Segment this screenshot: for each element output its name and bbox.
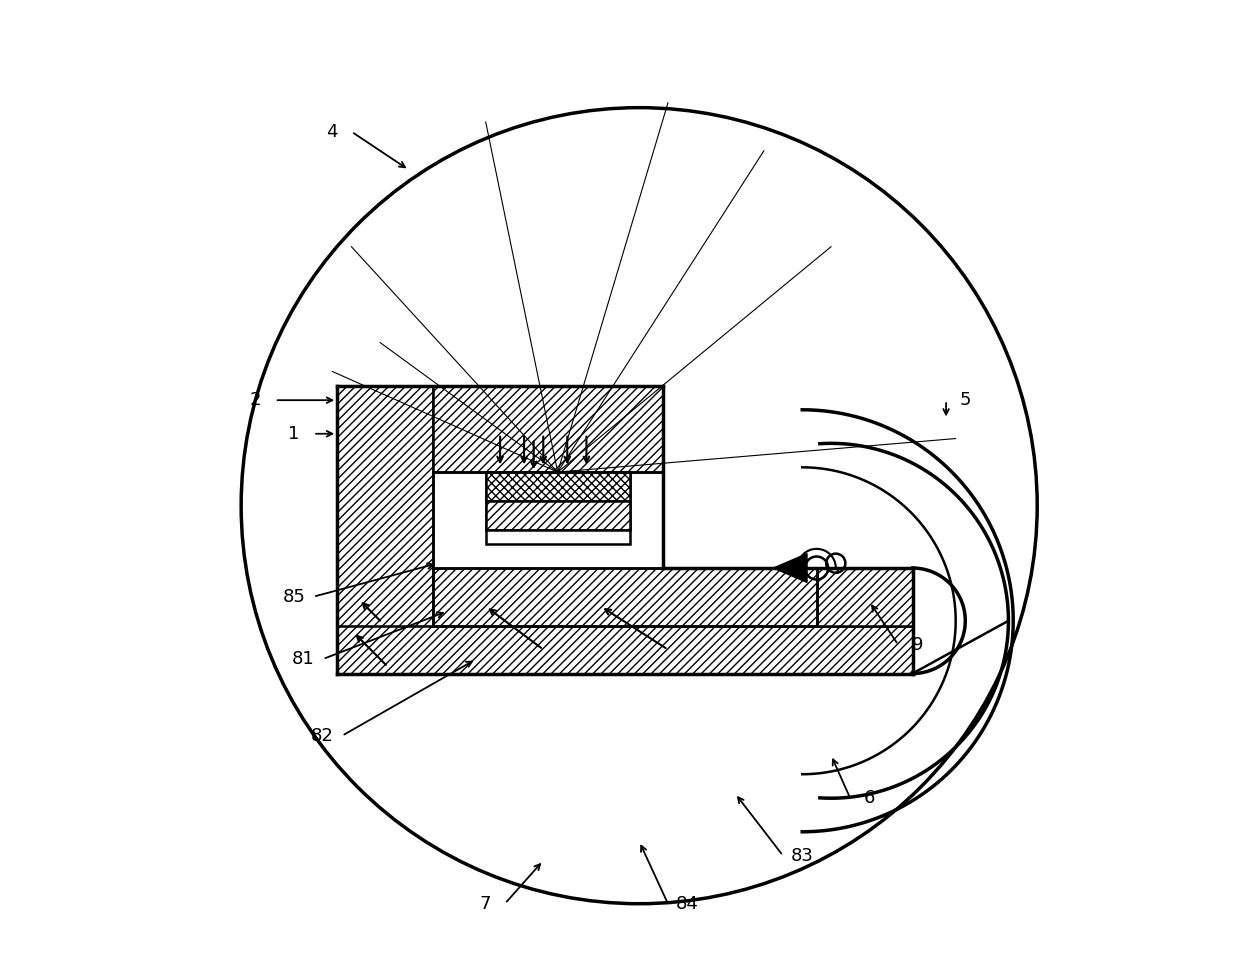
Text: 84: 84 [676, 895, 698, 913]
Bar [337, 626, 913, 673]
Text: 6: 6 [864, 789, 875, 808]
Text: 7: 7 [480, 895, 491, 913]
Text: 5: 5 [960, 391, 971, 410]
Bar [486, 501, 630, 529]
Text: 4: 4 [326, 123, 339, 141]
Bar [486, 529, 630, 544]
Bar [337, 385, 433, 673]
Text: 82: 82 [311, 727, 334, 745]
Polygon shape [774, 554, 807, 583]
Bar [433, 385, 663, 472]
Text: 81: 81 [293, 650, 315, 668]
Bar [486, 472, 630, 529]
Bar [817, 568, 913, 626]
Text: 85: 85 [283, 588, 305, 606]
Text: 1: 1 [288, 425, 300, 443]
Text: 9: 9 [911, 635, 923, 654]
Text: 83: 83 [791, 847, 813, 865]
Text: 2: 2 [249, 391, 262, 410]
Bar [433, 568, 817, 626]
Bar [486, 472, 630, 501]
